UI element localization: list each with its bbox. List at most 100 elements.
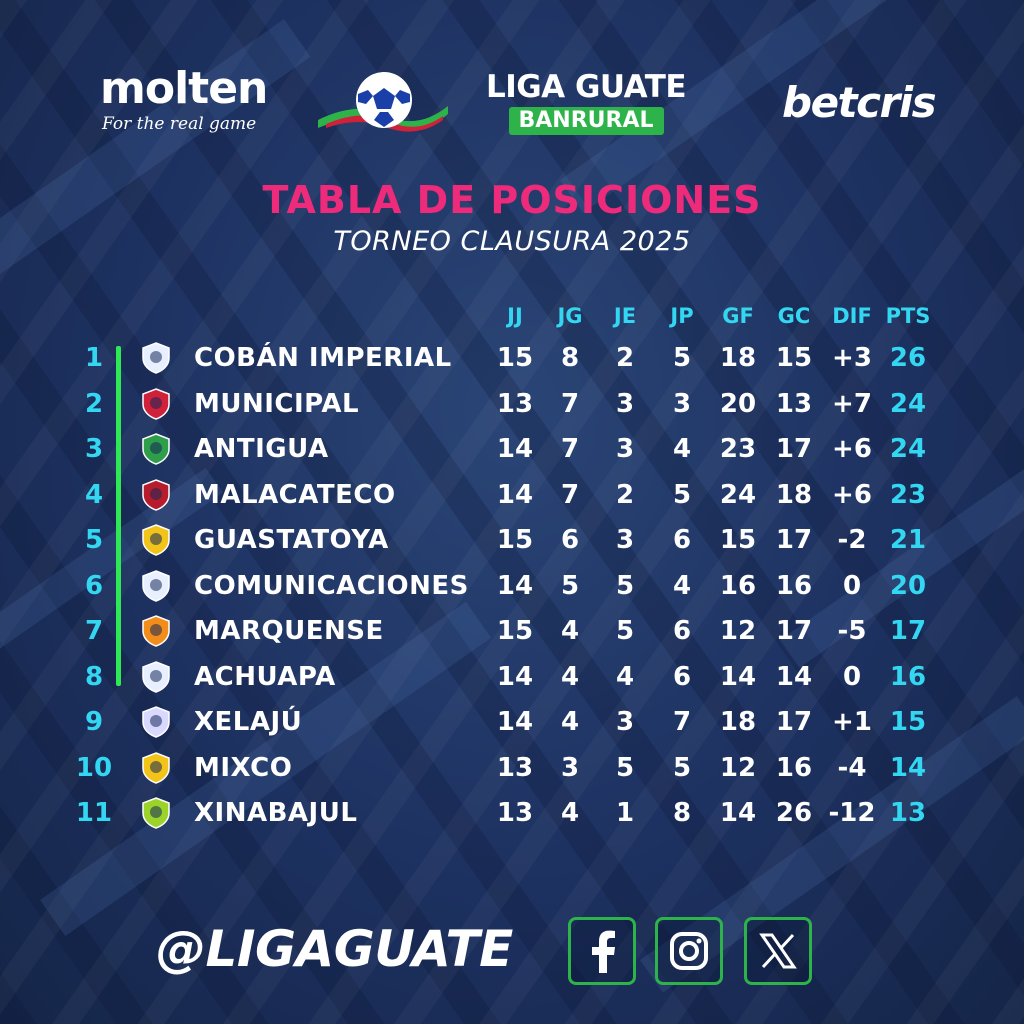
stat-pts: 20 [889, 570, 927, 601]
stat-jg: 3 [560, 752, 580, 783]
stat-jg: 4 [560, 616, 580, 646]
team-crest-icon [142, 387, 170, 420]
stat-gc: 16 [775, 752, 813, 783]
tournament-subtitle: TORNEO CLAUSURA 2025 [333, 226, 691, 257]
facebook-glyph [592, 930, 615, 973]
team-crest-icon [142, 706, 170, 738]
liga-banrural-badge: BANRURAL [508, 107, 664, 135]
team-crest-icon [142, 524, 170, 556]
position-number: 9 [84, 707, 104, 737]
stat-gc: 18 [775, 479, 813, 510]
stat-jp: 3 [672, 388, 692, 419]
team-crest-icon [142, 660, 170, 693]
liga-guate-title: LIGA GUATE [485, 69, 687, 105]
position-number: 5 [84, 525, 104, 555]
stat-je: 3 [615, 434, 635, 464]
team-crest-icon [142, 797, 170, 829]
position-number: 11 [75, 798, 113, 828]
stat-jj: 14 [496, 707, 534, 737]
position-number: 3 [84, 434, 104, 464]
stat-pts: 24 [889, 434, 927, 464]
column-header-jg: JG [557, 304, 583, 328]
column-header-gc: GC [777, 304, 811, 328]
table-row: 1 COBÁN IMPERIAL 15 8 2 5 18 15 +3 26 [0, 336, 1024, 380]
stat-jg: 6 [560, 525, 580, 555]
instagram-glyph [670, 932, 708, 970]
stat-pts: 13 [889, 798, 927, 828]
stat-dif: +3 [832, 343, 872, 373]
x-icon[interactable] [744, 917, 812, 985]
table-row: 2 MUNICIPAL 13 7 3 3 20 13 +7 24 [0, 382, 1024, 426]
molten-wordmark: molten [100, 63, 268, 114]
team-name: MIXCO [194, 752, 293, 783]
position-number: 7 [84, 616, 104, 646]
team-name: MUNICIPAL [194, 388, 360, 419]
stat-je: 3 [615, 707, 635, 737]
stat-dif: -4 [837, 752, 867, 783]
position-number: 4 [84, 479, 104, 510]
stat-gf: 23 [719, 434, 757, 464]
stat-je: 5 [615, 752, 635, 783]
stat-jj: 14 [496, 661, 534, 692]
table-row: 5 GUASTATOYA 15 6 3 6 15 17 -2 21 [0, 518, 1024, 562]
table-row: 4 MALACATECO 14 7 2 5 24 18 +6 23 [0, 473, 1024, 517]
table-row: 10 MIXCO 13 3 5 5 12 16 -4 14 [0, 746, 1024, 790]
table-row: 9 XELAJÚ 14 4 3 7 18 17 +1 15 [0, 700, 1024, 744]
stat-jg: 5 [560, 570, 580, 601]
stat-jj: 15 [496, 616, 534, 646]
stat-je: 2 [615, 479, 635, 510]
stat-jp: 5 [672, 752, 692, 783]
social-handle[interactable]: @LIGAGUATE [156, 920, 513, 978]
stat-pts: 26 [889, 343, 927, 373]
column-header-jp: JP [670, 304, 694, 328]
stat-pts: 21 [889, 525, 927, 555]
stat-jg: 4 [560, 661, 580, 692]
stat-gc: 14 [775, 661, 813, 692]
stat-dif: 0 [842, 661, 862, 692]
stat-jj: 13 [496, 752, 534, 783]
betcris-logo: betcris [782, 78, 937, 127]
stat-gc: 26 [775, 798, 813, 828]
stat-jg: 4 [560, 707, 580, 737]
stat-gc: 17 [775, 434, 813, 464]
stat-je: 5 [615, 616, 635, 646]
soccer-ball-icon [318, 72, 448, 132]
stat-gf: 14 [719, 798, 757, 828]
stat-jp: 5 [672, 343, 692, 373]
stat-pts: 23 [889, 479, 927, 510]
stat-jp: 5 [672, 479, 692, 510]
team-crest-icon [142, 615, 170, 647]
stat-jp: 6 [672, 525, 692, 555]
stat-jg: 7 [560, 434, 580, 464]
stat-gc: 13 [775, 388, 813, 419]
stat-jj: 15 [496, 343, 534, 373]
page-title: TABLA DE POSICIONES [262, 178, 762, 222]
team-crest-icon [142, 433, 170, 465]
stat-pts: 17 [889, 616, 927, 646]
table-row: 8 ACHUAPA 14 4 4 6 14 14 0 16 [0, 655, 1024, 699]
stat-jj: 14 [496, 434, 534, 464]
molten-logo: molten For the real game [100, 63, 290, 135]
facebook-icon[interactable] [568, 917, 636, 985]
stat-gf: 14 [719, 661, 757, 692]
stat-gf: 16 [719, 570, 757, 601]
table-row: 7 MARQUENSE 15 4 5 6 12 17 -5 17 [0, 609, 1024, 653]
stat-gf: 20 [719, 388, 757, 419]
stat-je: 3 [615, 525, 635, 555]
instagram-icon[interactable] [655, 917, 723, 985]
team-crest-icon [142, 342, 170, 374]
stat-dif: -5 [837, 616, 867, 646]
position-number: 10 [75, 752, 113, 783]
team-name: XINABAJUL [194, 798, 358, 828]
position-number: 8 [84, 661, 104, 692]
position-number: 2 [84, 388, 104, 419]
stat-gc: 17 [775, 707, 813, 737]
stat-jj: 15 [496, 525, 534, 555]
stat-dif: +6 [832, 434, 872, 464]
column-header-dif: DIF [832, 304, 872, 328]
stat-gc: 17 [775, 525, 813, 555]
team-crest-icon [142, 478, 170, 511]
stat-jp: 7 [672, 707, 692, 737]
stat-jg: 4 [560, 798, 580, 828]
